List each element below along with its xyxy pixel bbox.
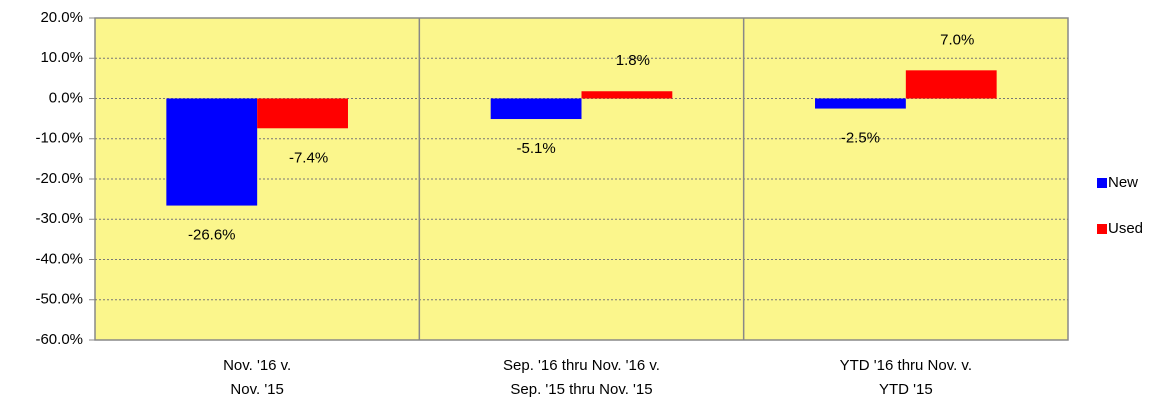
x-tick-label: Sep. '16 thru Nov. '16 v. Sep. '15 thru … — [503, 357, 660, 398]
x-tick-label: Nov. '16 v. Nov. '15 — [223, 357, 292, 398]
y-tick-label: -40.0% — [35, 250, 83, 267]
legend-label: New — [1108, 174, 1138, 191]
y-tick-label: -50.0% — [35, 291, 83, 308]
data-label: -26.6% — [188, 227, 236, 244]
data-label: 7.0% — [940, 31, 974, 48]
legend-swatch — [1097, 178, 1107, 188]
data-label: 1.8% — [616, 52, 650, 69]
y-tick-label: -30.0% — [35, 210, 83, 227]
y-tick-label: -10.0% — [35, 130, 83, 147]
y-tick-label: 10.0% — [40, 49, 83, 66]
legend-swatch — [1097, 224, 1107, 234]
bar — [490, 98, 582, 120]
y-tick-label: -60.0% — [35, 331, 83, 348]
y-tick-label: 0.0% — [49, 89, 83, 106]
bar — [257, 98, 348, 129]
bar — [581, 91, 673, 99]
bar — [815, 98, 906, 109]
x-tick-label: YTD '16 thru Nov. v. YTD '15 — [839, 357, 972, 398]
legend-label: Used — [1108, 220, 1143, 237]
data-label: -5.1% — [516, 140, 555, 157]
y-tick-label: 20.0% — [40, 9, 83, 26]
data-label: -2.5% — [841, 130, 880, 147]
data-label: -7.4% — [289, 149, 328, 166]
bar — [905, 70, 997, 99]
bar — [166, 98, 258, 206]
y-tick-label: -20.0% — [35, 170, 83, 187]
